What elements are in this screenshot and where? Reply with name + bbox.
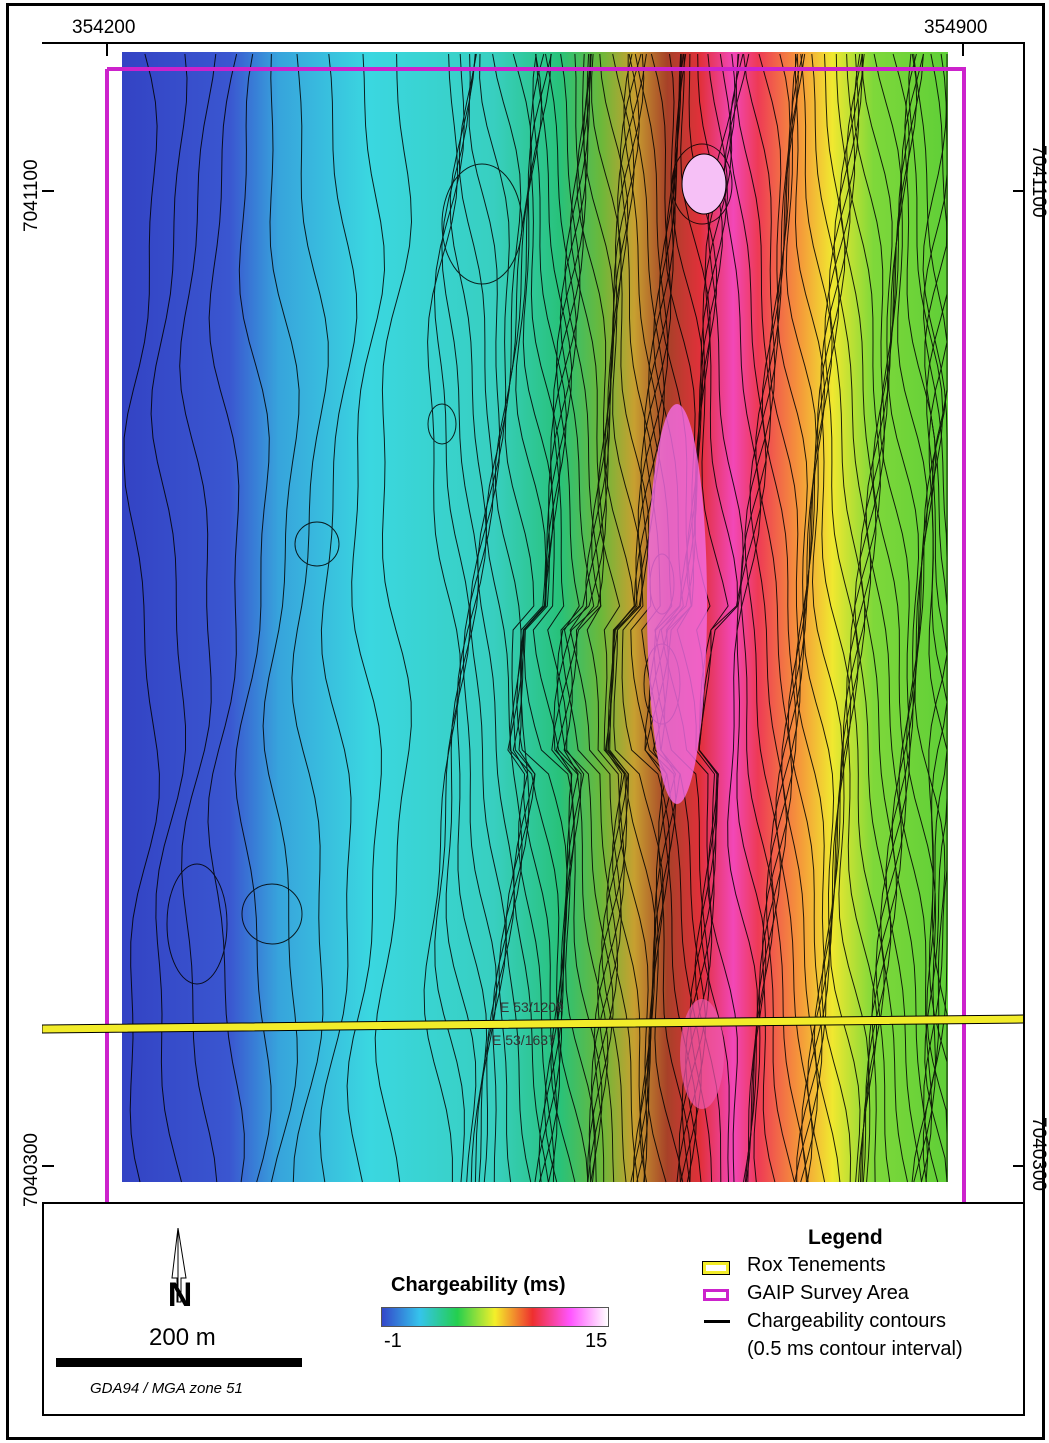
gaip-survey-boundary [107,67,966,1202]
contour-line [698,53,739,1183]
contour-line [513,53,552,1183]
contour-line [569,53,622,1183]
contour-line [374,53,413,1183]
contour-line [449,53,488,1183]
contour-line [441,53,480,1183]
contour-line [885,53,924,1183]
chargeability-colorbar [381,1307,609,1327]
contour-line [179,53,218,1183]
contour-line [123,53,160,1183]
contour-line [553,53,609,1183]
contour-line [839,53,878,1183]
contour-line [504,53,543,1183]
contour-line [755,53,793,1183]
contour-line [906,53,944,1183]
contour-line [433,53,471,1183]
y-tick-label-south-right: 7040300 [1028,1117,1049,1191]
contour-line [911,53,948,1183]
tenement-label-north: E 53/1209 [500,999,564,1015]
contour-line [551,53,603,1183]
contour-line [698,53,744,1183]
projection-label: GDA94 / MGA zone 51 [90,1380,243,1397]
contour-line [468,53,507,1183]
chargeability-grid: E 53/1209 E 53/1637 [42,44,1023,1202]
contour-ring [427,403,457,445]
contour-line [859,53,898,1183]
tenement-label-south: E 53/1637 [492,1032,556,1048]
contour-line [898,53,937,1183]
contour-line [795,53,833,1183]
contour-line [922,54,948,1182]
contour-ring [241,883,303,945]
contour-line [319,53,358,1183]
contour-line [781,53,819,1183]
grid-ticks [42,44,1023,1167]
contour-line [586,53,629,1183]
contour-line [813,53,852,1183]
legend-title: Legend [808,1226,883,1249]
contour-ring [294,521,340,567]
contour-line [532,53,582,1183]
contour-line [207,53,245,1183]
scale-bar-label: 200 m [149,1324,216,1351]
contour-line [879,53,918,1183]
contour-line [560,53,619,1183]
contour-line [606,53,645,1183]
contour-line [891,53,929,1183]
contour-line [761,53,799,1183]
contour-line [556,53,614,1183]
north-label: N [168,1276,193,1312]
contour-line [346,53,386,1183]
contour-line [523,53,577,1183]
x-tick-label-west: 354200 [72,17,136,38]
contour-ring [166,863,228,985]
legend-label-contour-interval: (0.5 ms contour interval) [747,1338,963,1360]
contour-line [291,53,329,1183]
colorbar-min-label: -1 [384,1330,402,1352]
contour-line [853,53,892,1183]
contour-line [477,53,515,1183]
contour-line [775,53,813,1183]
contour-line [735,53,775,1183]
contour-line [458,53,498,1183]
contour-line [485,53,523,1183]
legend-panel [42,1204,1025,1416]
legend-swatch-contours [704,1320,730,1323]
contour-ring [671,143,733,225]
contour-line [846,53,885,1183]
legend-label-rox-tenements: Rox Tenements [747,1254,886,1276]
colorbar-title: Chargeability (ms) [391,1274,566,1296]
y-tick-label-south-left: 7040300 [21,1133,42,1207]
y-tick-label-north-left: 7041100 [21,159,42,232]
contour-line [423,53,462,1182]
y-tick-label-north-right: 7041100 [1028,145,1049,218]
contour-line [729,53,767,1183]
legend-swatch-rox-tenements [702,1261,730,1275]
legend-swatch-gaip-survey [703,1289,729,1301]
contour-line [801,53,840,1183]
north-arrow-icon: N [168,1228,193,1312]
contour-line [262,53,300,1183]
x-tick-label-east: 354900 [924,17,988,38]
contour-line [234,53,272,1183]
map-frame [6,3,1045,1440]
colorbar-max-label: 15 [585,1330,608,1352]
scale-bar [56,1358,302,1367]
map-canvas[interactable]: E 53/1209 E 53/1637 [42,42,1025,1204]
legend-label-contours: Chargeability contours [747,1310,946,1332]
chargeability-contours [123,53,948,1183]
rox-tenement-boundary [42,1014,1023,1034]
contour-line [749,53,788,1183]
contour-line [694,53,733,1183]
contour-ring [441,163,523,285]
contour-line [597,53,635,1183]
contour-line [150,53,188,1183]
contour-line [833,53,872,1183]
contour-line [723,53,762,1183]
legend-label-gaip-survey: GAIP Survey Area [747,1282,909,1304]
contour-line [630,53,677,1183]
